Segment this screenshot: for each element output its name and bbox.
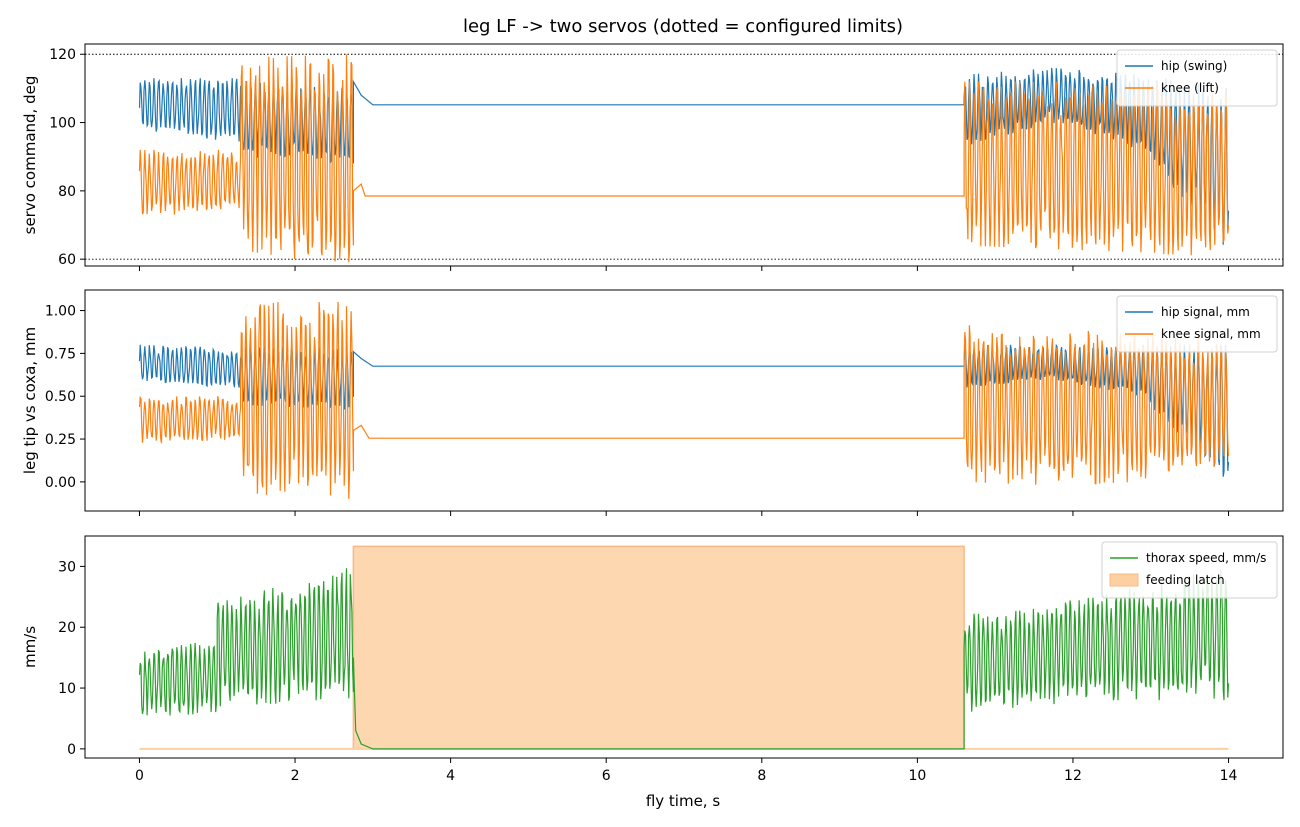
- x-tick-label: 4: [446, 768, 455, 784]
- y-tick-label: 0.50: [45, 389, 76, 405]
- legend-entry: hip (swing): [1161, 59, 1227, 73]
- y-tick-label: 0: [67, 742, 76, 758]
- legend-swatch: [1109, 573, 1139, 587]
- legend-box: [1101, 541, 1278, 599]
- y-axis-label: servo command, deg: [21, 76, 39, 235]
- y-tick-label: 120: [49, 47, 76, 63]
- x-axis-label: fly time, s: [646, 792, 721, 810]
- legend-box: [1116, 295, 1278, 353]
- y-axis-label: mm/s: [21, 626, 39, 668]
- y-tick-label: 30: [58, 559, 76, 575]
- y-tick-label: 1.00: [45, 304, 76, 320]
- axes-frame: [84, 43, 1284, 267]
- x-tick-label: 0: [135, 768, 144, 784]
- plot-area: [138, 301, 1230, 499]
- plot-area: [138, 545, 1230, 750]
- panel-1: 60 80 100 120 servo command, deg hip (swing) k…: [21, 43, 1284, 271]
- legend: hip (swing) knee (lift): [1116, 49, 1278, 107]
- x-tick-label: 6: [602, 768, 611, 784]
- y-tick-label: 10: [58, 681, 76, 697]
- plot-area: [85, 53, 1283, 263]
- panel-3: 0 2 4 6 8 10 12 14 0 10 20 30 mm/s thorax speed, mm/s…: [21, 535, 1284, 784]
- axes-frame: [84, 535, 1284, 759]
- legend-entry: thorax speed, mm/s: [1146, 551, 1266, 565]
- y-tick-label: 60: [58, 252, 76, 268]
- x-tick-label: 2: [291, 768, 300, 784]
- figure-title: leg LF -> two servos (dotted = configure…: [463, 16, 903, 37]
- legend-entry: knee signal, mm: [1161, 327, 1261, 341]
- legend: hip signal, mm knee signal, mm: [1116, 295, 1278, 353]
- legend-box: [1116, 49, 1278, 107]
- x-tick-label: 14: [1220, 768, 1238, 784]
- y-tick-label: 0.00: [45, 475, 76, 491]
- y-tick-label: 80: [58, 184, 76, 200]
- legend-entry: hip signal, mm: [1161, 305, 1250, 319]
- legend-entry: knee (lift): [1161, 81, 1219, 95]
- feeding-latch-span: [352, 545, 965, 750]
- series-line-2: [138, 301, 1230, 499]
- legend: thorax speed, mm/s feeding latch: [1101, 541, 1278, 599]
- axes-frame: [84, 289, 1284, 512]
- y-tick-label: 0.75: [45, 346, 76, 362]
- series-line-1: [138, 568, 1230, 750]
- x-tick-label: 8: [757, 768, 766, 784]
- x-tick-label: 10: [908, 768, 926, 784]
- legend-entry: feeding latch: [1146, 573, 1225, 587]
- y-tick-label: 100: [49, 116, 76, 132]
- panel-2: 0.00 0.25 0.50 0.75 1.00 leg tip vs coxa, mm h…: [21, 289, 1284, 516]
- y-tick-label: 20: [58, 620, 76, 636]
- y-tick-label: 0.25: [45, 432, 76, 448]
- y-axis-label: leg tip vs coxa, mm: [21, 327, 39, 474]
- x-tick-label: 12: [1064, 768, 1082, 784]
